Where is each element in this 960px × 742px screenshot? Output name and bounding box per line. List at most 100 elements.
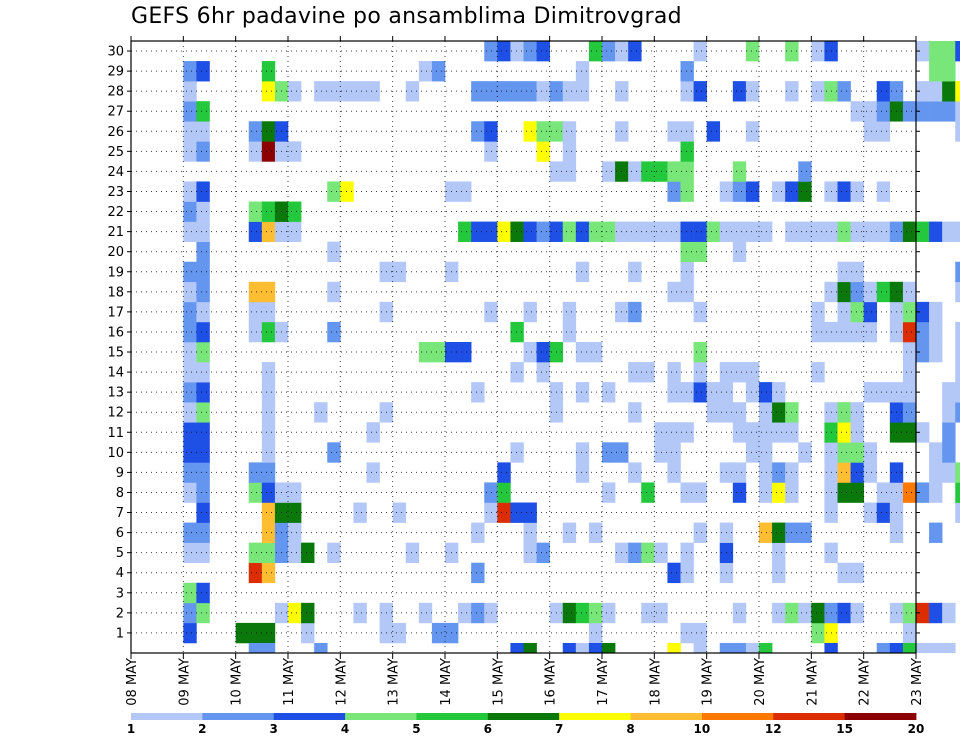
heatmap-cell [288, 221, 302, 242]
y-tick-label: 20 [107, 245, 124, 260]
heatmap-cell [261, 121, 276, 142]
heatmap-cell [667, 382, 681, 403]
heatmap-cell [471, 602, 485, 624]
heatmap-cell [628, 221, 642, 242]
heatmap-cell [628, 41, 642, 62]
heatmap-cell [484, 41, 498, 62]
heatmap-cell [863, 442, 878, 463]
heatmap-cell [602, 482, 616, 503]
heatmap-cell [811, 362, 825, 383]
y-tick-label: 7 [116, 506, 124, 521]
y-tick-label: 8 [116, 486, 124, 501]
heatmap-cell [916, 81, 930, 102]
heatmap-cell [772, 562, 786, 584]
heatmap-cell [955, 81, 960, 102]
heatmap-cell [523, 502, 537, 523]
heatmap-cell [745, 81, 760, 102]
heatmap-cell [510, 642, 524, 653]
heatmap-cell [863, 502, 878, 523]
heatmap-cell [536, 121, 550, 142]
heatmap-cell [850, 221, 864, 242]
heatmap-cell [602, 642, 616, 653]
heatmap-cell [183, 221, 197, 242]
heatmap-cell [183, 81, 197, 102]
heatmap-cell [929, 602, 943, 624]
heatmap-cell [863, 101, 878, 122]
heatmap-cell [484, 482, 498, 503]
chart-title: GEFS 6hr padavine po ansamblima Dimitrov… [131, 4, 682, 29]
heatmap-cell [732, 221, 747, 242]
heatmap-cell [392, 502, 407, 523]
heatmap-cell [667, 181, 681, 202]
heatmap-cell [497, 502, 511, 523]
heatmap-cell [510, 81, 524, 102]
heatmap-cell [366, 462, 380, 483]
y-tick-label: 21 [107, 225, 124, 240]
heatmap-cell [667, 462, 681, 483]
legend-swatch [773, 713, 846, 720]
heatmap-cell [942, 402, 956, 423]
legend-swatch [416, 713, 489, 720]
heatmap-cell [602, 161, 616, 182]
heatmap-cell [667, 281, 681, 303]
y-tick-label: 2 [116, 606, 124, 621]
heatmap-cell [693, 642, 707, 653]
heatmap-cell [811, 81, 825, 102]
heatmap-cell [955, 41, 960, 62]
heatmap-cell [183, 482, 197, 503]
heatmap-cell [641, 542, 655, 564]
heatmap-cell [183, 582, 197, 604]
heatmap-cell [484, 81, 498, 102]
legend-label: 5 [412, 722, 420, 736]
heatmap-cell [288, 602, 302, 624]
heatmap-cell [693, 221, 707, 242]
heatmap-cell [327, 542, 341, 564]
heatmap-cell [929, 341, 943, 363]
heatmap-cell [288, 201, 302, 222]
legend-label: 10 [694, 722, 711, 736]
heatmap-cell [942, 462, 956, 483]
heatmap-cell [196, 101, 210, 122]
heatmap-cell [902, 422, 917, 443]
heatmap-cell [235, 622, 250, 644]
legend-label: 6 [484, 722, 492, 736]
heatmap-cell [183, 462, 197, 483]
heatmap-cell [929, 101, 943, 122]
heatmap-cell [183, 141, 197, 162]
heatmap-cell [955, 121, 960, 142]
heatmap-cell [458, 341, 472, 363]
heatmap-cell [484, 221, 498, 242]
heatmap-cell [536, 81, 550, 102]
heatmap-cell [562, 321, 577, 343]
heatmap-cell [863, 281, 878, 303]
heatmap-cell [902, 341, 917, 363]
heatmap-cell [850, 101, 864, 122]
heatmap-cell [314, 81, 328, 102]
heatmap-cell [628, 462, 642, 483]
heatmap-cell [484, 141, 498, 162]
heatmap-cell [693, 241, 707, 263]
heatmap-cell [942, 642, 956, 653]
legend-label: 3 [270, 722, 278, 736]
heatmap-cell [431, 341, 446, 363]
heatmap-cell [837, 281, 851, 303]
heatmap-cell [418, 602, 433, 624]
heatmap-cell [196, 602, 210, 624]
heatmap-cell [693, 81, 707, 102]
heatmap-cell [745, 181, 760, 202]
heatmap-cell [929, 61, 943, 82]
heatmap-cell [196, 321, 210, 343]
heatmap-cell [471, 562, 485, 584]
heatmap-cell [196, 542, 210, 564]
heatmap-cell [418, 341, 433, 363]
heatmap-cell [680, 121, 694, 142]
heatmap-cell [261, 462, 276, 483]
y-tick-label: 12 [107, 406, 124, 421]
heatmap-cell [759, 422, 773, 443]
heatmap-cell [196, 221, 210, 242]
heatmap-cell [588, 602, 603, 624]
y-tick-label: 24 [107, 165, 124, 180]
heatmap-cell [353, 81, 367, 102]
heatmap-cell [745, 422, 760, 443]
y-tick-label: 26 [107, 125, 124, 140]
